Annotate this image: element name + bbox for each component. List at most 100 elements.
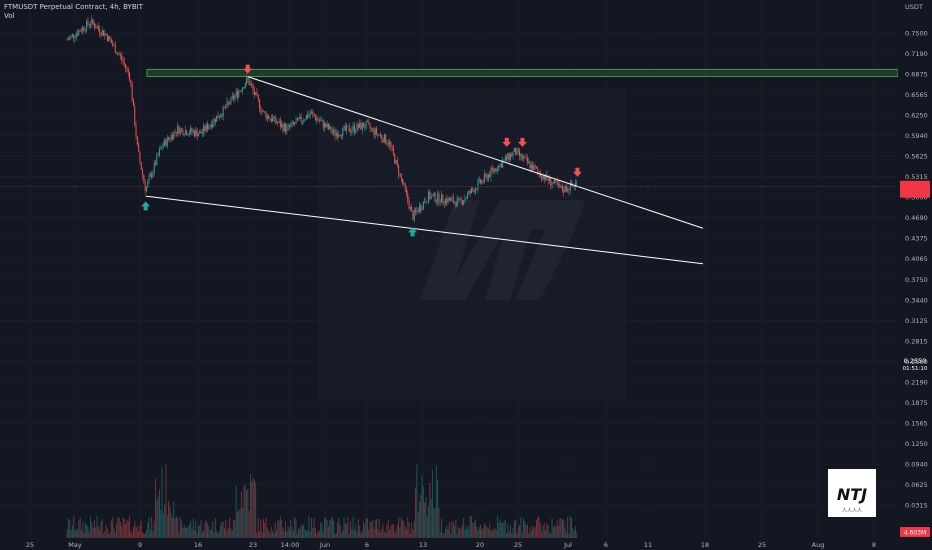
candle-body — [91, 19, 93, 25]
volume-bar — [538, 516, 540, 538]
volume-bar — [431, 469, 433, 538]
volume-bar — [407, 517, 409, 538]
candle-body — [391, 146, 393, 148]
candle-body — [157, 154, 159, 156]
volume-bar — [312, 527, 314, 538]
volume-bar — [464, 529, 466, 538]
volume-bar — [343, 517, 345, 538]
volume-bar — [542, 525, 544, 538]
candle-body — [92, 19, 94, 24]
candle-body — [287, 125, 289, 127]
volume-bar — [170, 512, 172, 538]
candle-body — [360, 122, 362, 130]
candle-body — [417, 210, 419, 213]
candle-body — [441, 194, 443, 203]
volume-bar — [86, 525, 88, 538]
symbol-title[interactable]: FTMUSDT Perpetual Contract, 4h, BYBIT — [4, 3, 143, 11]
volume-bar — [433, 507, 435, 538]
candle-body — [520, 154, 522, 157]
candle-body — [430, 195, 432, 199]
volume-bar — [457, 527, 459, 538]
volume-bar — [70, 529, 72, 538]
volume-bar — [372, 520, 374, 538]
candle-body — [143, 175, 145, 182]
candle-body — [442, 194, 444, 203]
volume-bar — [387, 520, 389, 538]
candle-body — [480, 179, 482, 184]
candle-body — [491, 168, 493, 170]
candle-body — [422, 201, 424, 209]
candle-body — [190, 128, 192, 134]
candle-body — [93, 23, 95, 28]
volume-bar — [168, 501, 170, 538]
volume-bar — [160, 510, 162, 538]
candle-body — [343, 126, 345, 128]
candle-body — [70, 35, 72, 37]
time-tick-label: May — [68, 541, 82, 549]
candle-body — [383, 134, 385, 143]
price-axis[interactable] — [898, 0, 932, 550]
candle-body — [503, 159, 505, 162]
candle-body — [398, 165, 400, 175]
lower-trendline[interactable] — [145, 195, 704, 265]
volume-bar — [286, 531, 288, 538]
candle-body — [373, 128, 375, 135]
candle-body — [309, 113, 311, 115]
candle-body — [156, 154, 158, 165]
candle-body — [452, 198, 454, 203]
upper-trendline[interactable] — [247, 76, 704, 229]
candle-body — [279, 121, 281, 127]
price-tick-label: 0.4690 — [905, 214, 928, 222]
volume-bar — [520, 516, 522, 538]
volume-bar — [437, 479, 439, 538]
candle-body — [261, 110, 263, 112]
volume-bar — [495, 529, 497, 538]
volume-bar — [152, 531, 154, 538]
candle-body — [104, 33, 106, 36]
volume-bar — [119, 521, 121, 538]
volume-bar — [352, 516, 354, 538]
candle-body — [181, 128, 183, 130]
candle-body — [400, 173, 402, 179]
candle-body — [446, 198, 448, 203]
price-tick-label: 0.2190 — [905, 378, 928, 386]
candle-body — [437, 193, 439, 201]
volume-bar — [317, 531, 319, 538]
volume-bar — [222, 522, 224, 538]
volume-bar — [262, 519, 264, 538]
volume-bar — [396, 524, 398, 538]
volume-bar — [210, 529, 212, 538]
volume-bar — [348, 533, 350, 538]
price-tick-label: 0.3125 — [905, 317, 928, 325]
candle-body — [171, 135, 173, 140]
candle-body — [298, 117, 300, 119]
volume-legend[interactable]: Vol — [4, 12, 15, 20]
volume-bar — [199, 525, 201, 538]
volume-bar — [429, 482, 431, 538]
volume-bar — [481, 529, 483, 538]
candle-body — [339, 135, 341, 136]
volume-bar — [78, 520, 80, 538]
candle-body — [370, 128, 372, 129]
volume-bar — [477, 530, 479, 538]
candle-body — [418, 205, 420, 213]
volume-bar — [512, 527, 514, 538]
volume-bar — [369, 521, 371, 538]
candle-body — [285, 124, 287, 132]
volume-bar — [114, 532, 116, 538]
candle-body — [460, 198, 462, 200]
candle-body — [233, 96, 235, 100]
time-axis[interactable] — [0, 538, 932, 550]
candle-body — [420, 205, 422, 211]
volume-bar — [381, 528, 383, 538]
candle-body — [158, 149, 160, 156]
volume-bar — [486, 527, 488, 538]
volume-bar — [460, 528, 462, 538]
candle-body — [187, 134, 189, 136]
candle-body — [129, 72, 131, 80]
candle-body — [489, 174, 491, 177]
volume-bar — [139, 524, 141, 538]
candle-body — [395, 160, 397, 164]
candle-body — [249, 84, 251, 86]
